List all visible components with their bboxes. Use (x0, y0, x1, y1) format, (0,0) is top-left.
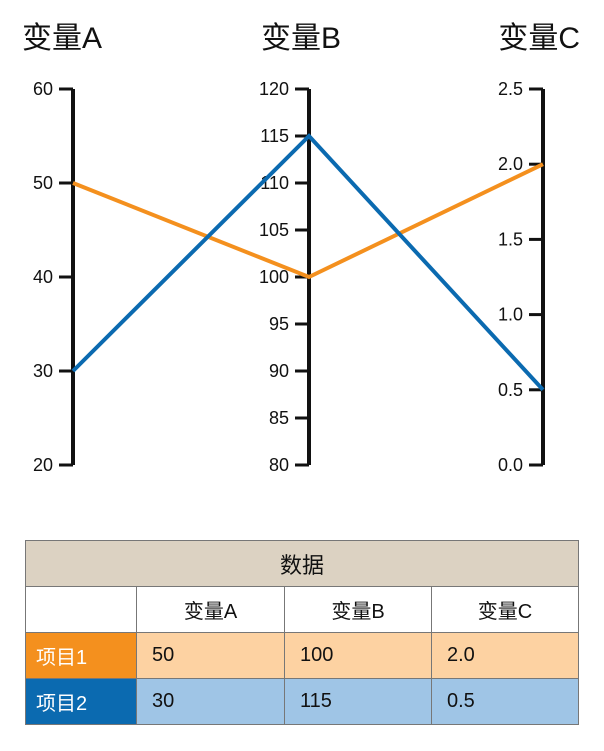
tick-label: 105 (259, 220, 289, 240)
axis-title-3: 变量C (498, 22, 580, 55)
row-label-item-1: 项目1 (25, 632, 137, 679)
column-header-a: 变量A (136, 586, 285, 633)
table-caption-row: 数据 (24, 540, 580, 587)
parallel-coordinates-chart: 变量A2030405060变量B80859095100105110115120变… (22, 22, 580, 475)
tick-label: 95 (269, 314, 289, 334)
tick-label: 90 (269, 361, 289, 381)
tick-label: 20 (33, 455, 53, 475)
data-table: 数据 变量A 变量B 变量C 项目1 50 100 2.0 项目2 30 115… (24, 540, 580, 725)
table-cell: 0.5 (430, 678, 580, 725)
tick-label: 60 (33, 79, 53, 99)
axis-title-2: 变量B (261, 22, 341, 55)
column-header-b: 变量B (284, 586, 432, 633)
tick-label: 80 (269, 455, 289, 475)
tick-label: 30 (33, 361, 53, 381)
tick-label: 0.0 (498, 455, 523, 475)
table-corner-cell (25, 586, 137, 633)
table-cell: 50 (136, 632, 285, 679)
tick-label: 2.5 (498, 79, 523, 99)
tick-label: 0.5 (498, 380, 523, 400)
tick-label: 1.5 (498, 229, 523, 249)
table-row: 项目1 50 100 2.0 (25, 632, 580, 679)
table-cell: 115 (284, 678, 432, 725)
table-header-row: 变量A 变量B 变量C (25, 586, 580, 633)
series-line-item-2 (71, 133, 545, 392)
tick-label: 40 (33, 267, 53, 287)
column-header-c: 变量C (430, 586, 580, 633)
tick-label: 120 (259, 79, 289, 99)
tick-label: 85 (269, 408, 289, 428)
table-cell: 30 (136, 678, 285, 725)
table-cell: 100 (284, 632, 432, 679)
tick-label: 100 (259, 267, 289, 287)
tick-label: 2.0 (498, 154, 523, 174)
tick-label: 115 (260, 126, 289, 146)
row-label-item-2: 项目2 (25, 678, 137, 725)
series-line-item-1 (72, 162, 544, 280)
table-caption: 数据 (24, 540, 580, 587)
table-row: 项目2 30 115 0.5 (25, 678, 580, 725)
tick-label: 50 (33, 173, 53, 193)
tick-label: 1.0 (498, 305, 523, 325)
table-cell: 2.0 (430, 632, 580, 679)
axis-title-1: 变量A (22, 22, 102, 55)
